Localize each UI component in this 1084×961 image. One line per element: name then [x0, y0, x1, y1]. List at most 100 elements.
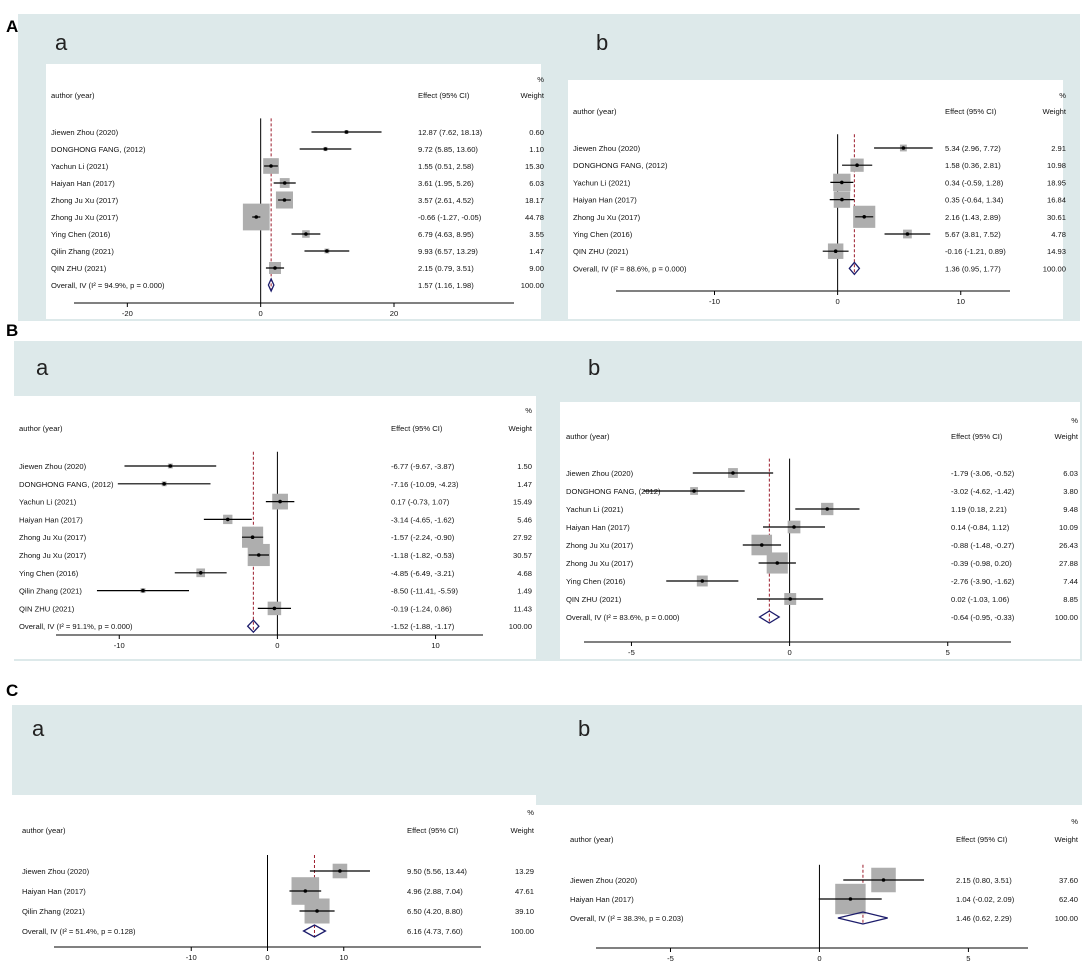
weight-header: Weight [509, 424, 533, 433]
study-label: QIN ZHU (2021) [19, 604, 75, 613]
study-ci-text: -7.16 (-10.09, -4.23) [391, 480, 459, 489]
study-label: Jiewen Zhou (2020) [19, 462, 87, 471]
study-label: Zhong Ju Xu (2017) [51, 213, 119, 222]
study-weight-text: 27.88 [1059, 559, 1078, 568]
study-ci-text: -4.85 (-6.49, -3.21) [391, 569, 455, 578]
x-tick-label: 0 [836, 297, 840, 306]
percent-header: % [1071, 416, 1078, 425]
study-ci-text: 0.17 (-0.73, 1.07) [391, 498, 450, 507]
section-label-a: A [6, 17, 19, 36]
study-weight-text: 11.43 [514, 604, 532, 613]
study-ci-text: 0.14 (-0.84, 1.12) [951, 523, 1010, 532]
overall-label: Overall, IV (I² = 38.3%, p = 0.203) [570, 914, 684, 923]
study-ci-text: 1.04 (-0.02, 2.09) [956, 895, 1015, 904]
overall-ci-text: 1.57 (1.16, 1.98) [418, 281, 474, 290]
study-label: Haiyan Han (2017) [566, 523, 630, 532]
section-label-b: B [6, 321, 19, 340]
study-ci-text: -1.18 (-1.82, -0.53) [391, 551, 455, 560]
study-label: Zhong Ju Xu (2017) [19, 551, 87, 560]
point-estimate [315, 909, 319, 913]
point-estimate [862, 215, 867, 219]
study-ci-text: -3.14 (-4.65, -1.62) [391, 515, 455, 524]
study-label: Yachun Li (2021) [51, 162, 109, 171]
point-estimate [272, 606, 277, 611]
point-estimate [848, 897, 853, 901]
percent-header: % [537, 75, 544, 84]
x-tick-label: -10 [114, 641, 125, 650]
study-label: Qilin Zhang (2021) [51, 247, 114, 256]
author-header: author (year) [51, 91, 95, 100]
study-ci-text: -0.39 (-0.98, 0.20) [951, 559, 1012, 568]
study-label: Ying Chen (2016) [19, 569, 79, 578]
study-label: DONGHONG FANG, (2012) [566, 487, 661, 496]
study-ci-text: -6.77 (-9.67, -3.87) [391, 462, 455, 471]
study-weight-text: 18.17 [525, 196, 544, 205]
percent-header: % [1059, 91, 1066, 100]
study-ci-text: 3.61 (1.95, 5.26) [418, 179, 474, 188]
point-estimate [825, 507, 830, 511]
study-weight-text: 3.80 [1063, 487, 1078, 496]
study-weight-text: 5.46 [517, 515, 532, 524]
point-estimate [225, 517, 230, 522]
section-label-c: C [6, 681, 19, 700]
forest-plot-b-a: % author (year) Effect (95% CI) Weight Jiewe… [14, 396, 536, 659]
study-ci-text: 0.35 (-0.64, 1.34) [945, 196, 1004, 205]
study-weight-text: 16.84 [1047, 196, 1066, 205]
study-weight-text: 47.61 [515, 887, 534, 896]
section-c-band [12, 705, 1082, 795]
point-estimate [278, 499, 282, 504]
panel-label: a [55, 30, 68, 55]
study-ci-text: 0.02 (-1.03, 1.06) [951, 595, 1010, 604]
point-estimate [304, 232, 308, 236]
point-estimate [198, 571, 203, 575]
percent-header: % [525, 406, 532, 415]
effect-header: Effect (95% CI) [956, 835, 1008, 844]
study-ci-text: 9.93 (6.57, 13.29) [418, 247, 478, 256]
effect-header: Effect (95% CI) [418, 91, 470, 100]
panel-label: b [588, 355, 601, 380]
forest-plot-c-a: % author (year) Effect (95% CI) Weight Jiewe… [12, 795, 536, 961]
study-label: QIN ZHU (2021) [566, 595, 622, 604]
author-header: author (year) [566, 432, 610, 441]
study-weight-text: 8.85 [1063, 595, 1078, 604]
study-weight-text: 9.00 [529, 264, 544, 273]
point-estimate [168, 464, 173, 468]
forest-plot-svg: % author (year) Effect (95% CI) Weight Jiewe… [570, 817, 1079, 961]
study-weight-text: 4.68 [517, 569, 532, 578]
study-label: Haiyan Han (2017) [22, 887, 86, 896]
panel-label: a [36, 355, 49, 380]
study-ci-text: 5.34 (2.96, 7.72) [945, 144, 1001, 153]
effect-header: Effect (95% CI) [407, 826, 459, 835]
point-estimate [788, 597, 793, 601]
study-weight-text: 37.60 [1059, 876, 1078, 885]
effect-header: Effect (95% CI) [951, 432, 1003, 441]
x-tick-label: -10 [709, 297, 720, 306]
study-weight-text: 30.61 [1047, 213, 1066, 222]
point-estimate [840, 180, 844, 185]
study-ci-text: -0.66 (-1.27, -0.05) [418, 213, 482, 222]
point-estimate [759, 543, 764, 547]
study-label: Qilin Zhang (2021) [22, 907, 85, 916]
point-estimate [338, 869, 342, 873]
author-header: author (year) [573, 107, 617, 116]
percent-header: % [527, 808, 534, 817]
study-ci-text: 1.19 (0.18, 2.21) [951, 505, 1007, 514]
overall-ci-text: 1.36 (0.95, 1.77) [945, 264, 1001, 273]
study-weight-text: 15.30 [525, 162, 544, 171]
study-label: Haiyan Han (2017) [573, 196, 637, 205]
study-label: Zhong Ju Xu (2017) [573, 213, 641, 222]
study-weight-text: 1.50 [517, 462, 532, 471]
overall-label: Overall, IV (I² = 83.6%, p = 0.000) [566, 613, 680, 622]
overall-ci-text: 6.16 (4.73, 7.60) [407, 927, 463, 936]
study-weight-text: 10.09 [1059, 523, 1078, 532]
x-tick-label: 0 [817, 954, 821, 961]
study-ci-text: 2.15 (0.79, 3.51) [418, 264, 474, 273]
study-label: Haiyan Han (2017) [51, 179, 115, 188]
study-ci-text: -2.76 (-3.90, -1.62) [951, 577, 1015, 586]
overall-diamond [267, 277, 275, 293]
study-label: Ying Chen (2016) [566, 577, 626, 586]
point-estimate [344, 130, 349, 134]
overall-diamond [758, 610, 781, 624]
overall-diamond [246, 619, 260, 634]
author-header: author (year) [19, 424, 63, 433]
